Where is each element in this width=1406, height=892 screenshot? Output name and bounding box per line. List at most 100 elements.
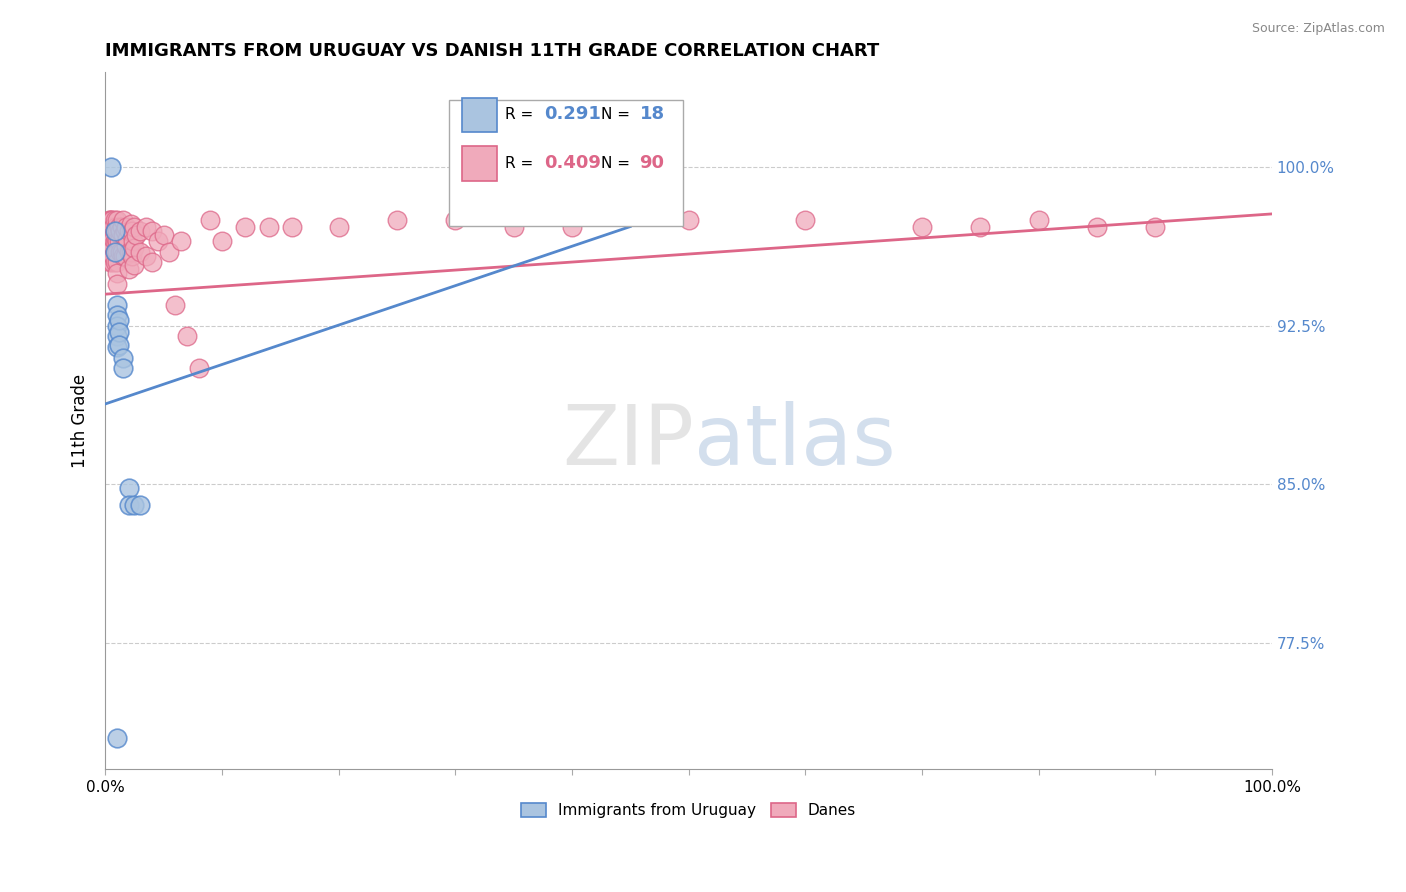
- Legend: Immigrants from Uruguay, Danes: Immigrants from Uruguay, Danes: [515, 797, 862, 824]
- Point: [117, 499, 139, 513]
- Point: [97, 224, 120, 238]
- Point: [105, 213, 128, 227]
- Point: [129, 244, 152, 259]
- Point: [135, 249, 157, 263]
- Point: [110, 219, 132, 234]
- Point: [100, 161, 122, 175]
- Text: 0.409: 0.409: [544, 154, 600, 172]
- Point: [120, 244, 142, 259]
- Point: [108, 338, 131, 352]
- Point: [101, 227, 124, 242]
- Point: [110, 244, 132, 259]
- Point: [157, 244, 180, 259]
- Point: [105, 308, 128, 322]
- Text: R =: R =: [505, 155, 538, 170]
- Point: [100, 227, 122, 242]
- Point: [98, 244, 121, 259]
- Point: [108, 325, 131, 339]
- Point: [911, 219, 934, 234]
- Point: [98, 255, 121, 269]
- Point: [97, 235, 120, 249]
- Point: [502, 219, 524, 234]
- Point: [103, 232, 125, 246]
- Text: atlas: atlas: [695, 401, 896, 483]
- Point: [1085, 219, 1108, 234]
- Point: [281, 219, 304, 234]
- Point: [141, 255, 163, 269]
- Text: N =: N =: [600, 155, 636, 170]
- FancyBboxPatch shape: [463, 97, 498, 132]
- Point: [105, 235, 128, 249]
- Point: [969, 219, 991, 234]
- Point: [117, 244, 139, 259]
- Point: [98, 224, 121, 238]
- Point: [105, 298, 128, 312]
- FancyBboxPatch shape: [463, 146, 498, 181]
- Point: [103, 219, 125, 234]
- Point: [105, 731, 128, 745]
- Text: 18: 18: [640, 105, 665, 123]
- Point: [105, 277, 128, 291]
- Point: [111, 361, 134, 376]
- Point: [121, 249, 143, 263]
- Point: [98, 235, 121, 249]
- Point: [101, 213, 124, 227]
- Point: [108, 235, 131, 249]
- Point: [385, 213, 408, 227]
- Point: [170, 235, 193, 249]
- Point: [117, 482, 139, 496]
- Text: Source: ZipAtlas.com: Source: ZipAtlas.com: [1251, 22, 1385, 36]
- Point: [121, 224, 143, 238]
- Point: [105, 266, 128, 280]
- Point: [129, 224, 152, 238]
- Point: [105, 244, 128, 259]
- Text: IMMIGRANTS FROM URUGUAY VS DANISH 11TH GRADE CORRELATION CHART: IMMIGRANTS FROM URUGUAY VS DANISH 11TH G…: [105, 42, 880, 60]
- Point: [187, 361, 209, 376]
- Point: [124, 499, 146, 513]
- Point: [211, 235, 233, 249]
- Point: [108, 312, 131, 326]
- Point: [105, 224, 128, 238]
- Point: [122, 235, 145, 249]
- Point: [111, 351, 134, 365]
- Text: 0.291: 0.291: [544, 105, 600, 123]
- Point: [129, 499, 152, 513]
- Point: [124, 258, 146, 272]
- Point: [111, 249, 134, 263]
- Point: [105, 255, 128, 269]
- Point: [103, 224, 125, 238]
- Point: [98, 213, 121, 227]
- Point: [165, 298, 187, 312]
- Point: [103, 255, 125, 269]
- Point: [105, 340, 128, 354]
- Point: [103, 235, 125, 249]
- Point: [1144, 219, 1167, 234]
- Point: [257, 219, 280, 234]
- Point: [110, 244, 132, 259]
- Point: [111, 213, 134, 227]
- Point: [146, 235, 169, 249]
- Point: [561, 219, 583, 234]
- Point: [110, 224, 132, 238]
- Point: [103, 213, 125, 227]
- Point: [444, 213, 467, 227]
- Point: [124, 241, 146, 255]
- Point: [1028, 213, 1050, 227]
- Point: [124, 227, 146, 242]
- Point: [103, 249, 125, 263]
- Point: [678, 213, 700, 227]
- Point: [104, 219, 127, 234]
- Point: [105, 329, 128, 343]
- Point: [176, 329, 198, 343]
- Point: [141, 224, 163, 238]
- Point: [101, 255, 124, 269]
- Point: [135, 219, 157, 234]
- Point: [117, 261, 139, 276]
- Point: [124, 219, 146, 234]
- Point: [328, 219, 350, 234]
- Text: R =: R =: [505, 107, 538, 121]
- Point: [152, 227, 174, 242]
- Text: N =: N =: [600, 107, 636, 121]
- Point: [100, 249, 122, 263]
- Point: [233, 219, 256, 234]
